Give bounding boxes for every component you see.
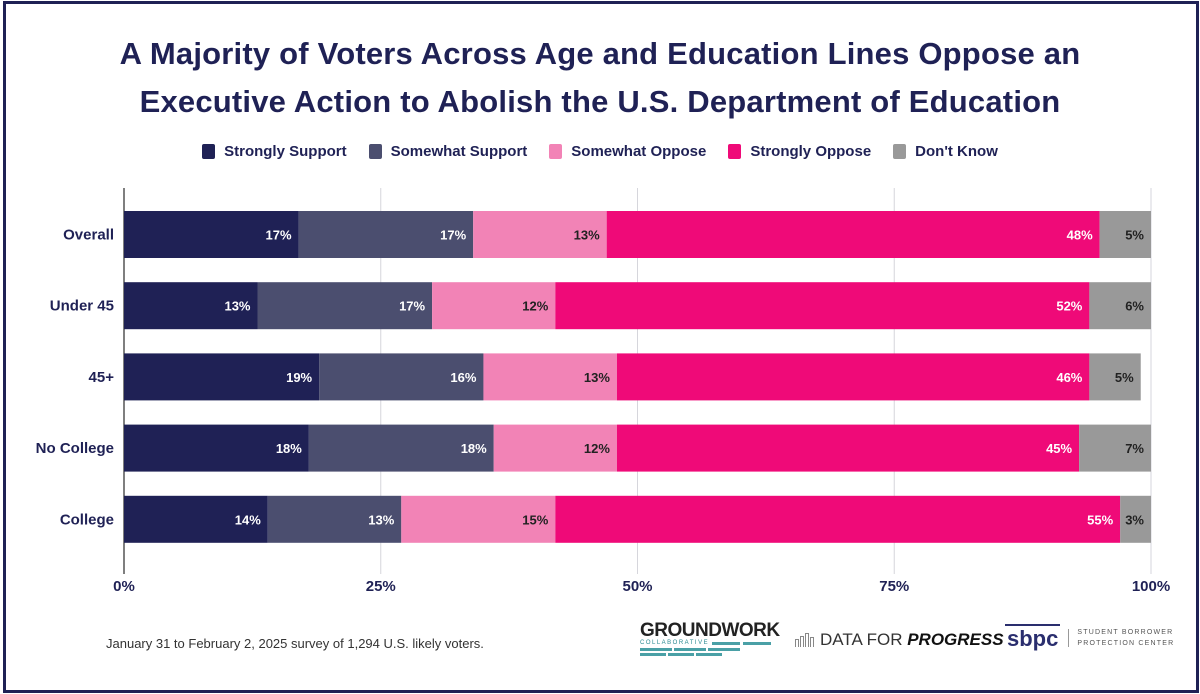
x-tick-label: 75% [879,578,909,595]
bar-chart-icon [795,633,814,647]
bar-segment [124,424,309,472]
category-label: No College [36,440,114,457]
bar-segment [555,282,1090,330]
data-label: 55% [1087,512,1113,527]
data-label: 18% [461,441,487,456]
groundwork-bar-icon [743,641,772,645]
chart-title-line-1: A Majority of Voters Across Age and Educ… [119,36,1081,71]
chart-legend: Strongly Support Somewhat Support Somewhat… [0,143,1200,160]
dfp-logo-prefix: DATA FOR [820,630,908,649]
sbpc-logo: sbpc STUDENT BORROWER PROTECTION CENTER [1005,624,1174,652]
data-label: 13% [574,228,600,243]
bar-segment [401,495,556,543]
bar-segment [124,495,268,543]
groundwork-bricks-icon [640,648,780,656]
bar-segment [1089,282,1151,330]
bar-segment [555,495,1121,543]
legend-label: Don't Know [915,143,998,160]
chart-title-line-2: Executive Action to Abolish the U.S. Dep… [139,84,1061,119]
data-label: 46% [1056,370,1082,385]
bar-segment [432,282,556,330]
legend-label: Somewhat Support [390,143,528,160]
x-tick-label: 0% [113,578,135,595]
sbpc-line-2: PROTECTION CENTER [1077,640,1175,647]
groundwork-logo-sub: COLLABORATIVE [640,640,710,646]
dfp-logo-bold: PROGRESS [907,630,1004,649]
legend-swatch [368,144,382,159]
legend-item: Strongly Support [202,143,347,160]
data-label: 16% [450,370,476,385]
data-label: 17% [440,228,466,243]
legend-label: Strongly Oppose [750,143,872,160]
legend-label: Somewhat Oppose [571,143,707,160]
legend-item: Somewhat Support [368,143,528,160]
bar-segment [298,211,474,258]
bar-segment [1120,495,1151,543]
category-label: Overall [63,227,114,244]
bar-segment [267,495,402,543]
category-label: Under 45 [50,298,114,315]
legend-swatch [893,144,907,159]
data-label: 52% [1056,299,1082,314]
bar-segment [616,424,1080,472]
bar-segment [257,282,433,330]
bar-segment [1099,211,1151,258]
legend-swatch [728,144,742,159]
data-label: 18% [276,441,302,456]
bar-segment [493,424,617,472]
category-label: College [60,511,114,528]
bar-segment [124,282,258,330]
bar-segment [1089,353,1141,401]
sbpc-divider [1068,629,1070,647]
bar-segment [308,424,494,472]
legend-item: Strongly Oppose [728,143,871,160]
survey-footnote: January 31 to February 2, 2025 survey of… [106,636,484,651]
data-label: 5% [1115,370,1134,385]
legend-swatch [549,144,563,159]
data-for-progress-logo: DATA FOR PROGRESS [795,630,1004,650]
data-label: 19% [286,370,312,385]
data-label: 12% [522,299,548,314]
data-label: 13% [584,370,610,385]
groundwork-bar-icon [712,641,741,645]
sbpc-shield-icon: sbpc [1005,624,1061,651]
chart-frame [3,1,1199,693]
data-label: 13% [224,299,250,314]
sbpc-line-1: STUDENT BORROWER [1077,629,1174,636]
legend-item: Somewhat Oppose [549,143,706,160]
data-label: 14% [235,512,261,527]
legend-item: Don't Know [893,143,998,160]
bar-segment [606,211,1100,258]
legend-label: Strongly Support [224,143,347,160]
bar-segment [473,211,607,258]
data-label: 13% [368,512,394,527]
bar-segment [124,211,299,258]
bar-segment [1079,424,1151,472]
data-label: 15% [522,512,548,527]
data-label: 12% [584,441,610,456]
x-tick-label: 100% [1132,578,1170,595]
legend-swatch [202,144,216,159]
data-label: 3% [1125,512,1144,527]
data-label: 7% [1125,441,1144,456]
chart-title: A Majority of Voters Across Age and Educ… [0,30,1200,126]
data-label: 6% [1125,299,1144,314]
bar-segment [319,353,484,401]
groundwork-collaborative-logo: GROUNDWORK COLLABORATIVE [640,620,780,656]
bar-segment [124,353,320,401]
data-label: 48% [1067,228,1093,243]
data-label: 17% [399,299,425,314]
data-label: 45% [1046,441,1072,456]
x-tick-label: 25% [366,578,396,595]
bar-segment [483,353,617,401]
data-label: 5% [1125,228,1144,243]
data-label: 17% [266,228,292,243]
x-tick-label: 50% [622,578,652,595]
groundwork-logo-name: GROUNDWORK [640,620,780,641]
category-label: 45+ [89,369,115,386]
bar-segment [616,353,1090,401]
